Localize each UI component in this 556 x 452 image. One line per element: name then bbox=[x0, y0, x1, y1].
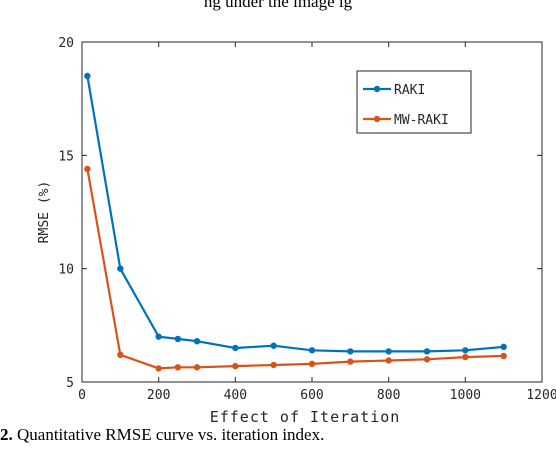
top-partial-text: ng under the image ig bbox=[203, 0, 353, 11]
data-point bbox=[193, 338, 201, 345]
legend: RAKI MW-RAKI bbox=[356, 70, 472, 134]
data-point bbox=[270, 342, 277, 349]
data-point bbox=[462, 353, 469, 361]
legend-box bbox=[356, 70, 472, 134]
legend-label-1: MW-RAKI bbox=[394, 113, 449, 128]
data-point bbox=[500, 343, 507, 351]
data-point bbox=[500, 352, 507, 360]
axis-ticks: 0 200 400 600 800 1000 1200 5 10 15 20 bbox=[58, 36, 556, 403]
data-point bbox=[84, 72, 91, 80]
data-point bbox=[385, 348, 392, 355]
x-tick-label: 1000 bbox=[450, 388, 481, 403]
data-point bbox=[84, 165, 91, 173]
data-point bbox=[117, 351, 124, 358]
data-point bbox=[308, 360, 316, 368]
y-axis-label: RMSE (%) bbox=[37, 181, 52, 244]
legend-label-0: RAKI bbox=[394, 83, 425, 98]
series-lines bbox=[84, 72, 507, 372]
y-tick-label: 5 bbox=[66, 376, 74, 391]
data-point bbox=[117, 265, 124, 272]
data-point bbox=[347, 358, 354, 365]
x-tick-label: 200 bbox=[147, 388, 170, 403]
x-tick-label: 0 bbox=[78, 388, 86, 403]
x-axis-label: Effect of Iteration bbox=[210, 408, 401, 426]
data-point bbox=[174, 364, 182, 371]
x-tick-label: 600 bbox=[300, 388, 323, 403]
figure-caption: 2. Quantitative RMSE curve vs. iteration… bbox=[0, 425, 556, 447]
y-tick-label: 15 bbox=[58, 149, 74, 164]
data-point bbox=[462, 347, 469, 354]
x-tick-label: 400 bbox=[224, 388, 247, 403]
data-point bbox=[174, 335, 182, 343]
data-point bbox=[423, 356, 431, 363]
legend-marker-0 bbox=[373, 85, 381, 93]
caption-number: 2. bbox=[0, 425, 13, 444]
line-chart: 0 200 400 600 800 1000 1200 5 10 15 20 RAKI MW-RAKI… bbox=[37, 36, 556, 426]
data-point bbox=[232, 344, 239, 352]
chart-area: 0 200 400 600 800 1000 1200 5 10 15 20 RAKI MW-RAKI… bbox=[37, 36, 556, 426]
data-point bbox=[423, 348, 431, 355]
data-point bbox=[155, 333, 162, 340]
data-point bbox=[385, 357, 392, 364]
data-point bbox=[193, 364, 201, 371]
y-tick-label: 20 bbox=[58, 36, 74, 51]
x-tick-label: 800 bbox=[377, 388, 400, 403]
data-point bbox=[347, 348, 354, 355]
data-point bbox=[232, 362, 239, 370]
series-line-1 bbox=[86, 168, 504, 370]
caption-text: Quantitative RMSE curve vs. iteration in… bbox=[17, 425, 325, 444]
data-point bbox=[270, 361, 277, 369]
y-tick-label: 10 bbox=[58, 263, 74, 278]
x-tick-label: 1200 bbox=[526, 388, 556, 403]
data-point bbox=[308, 347, 316, 354]
plot-frame bbox=[81, 41, 543, 383]
legend-marker-1 bbox=[373, 115, 381, 123]
data-point bbox=[155, 365, 162, 372]
